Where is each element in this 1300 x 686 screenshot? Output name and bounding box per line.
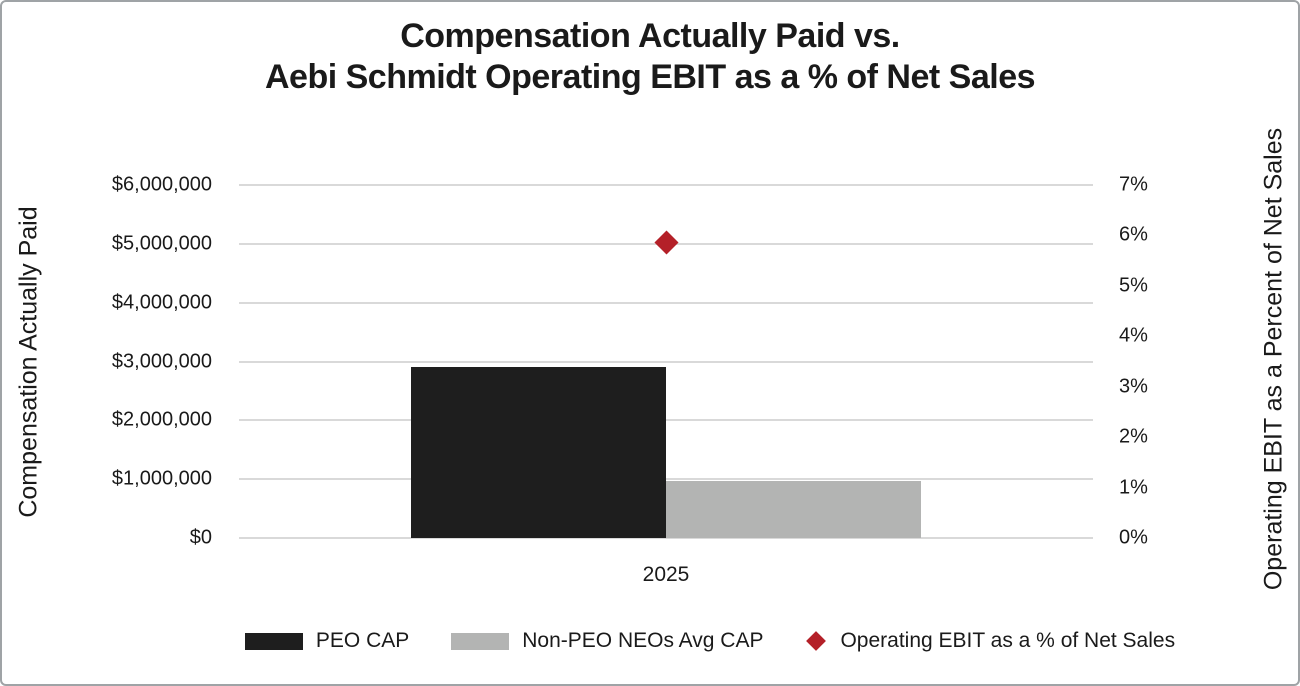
operating-ebit-diamond-marker (653, 230, 679, 256)
right-axis-tick-label: 1% (1119, 476, 1148, 499)
legend-label-operating-ebit: Operating EBIT as a % of Net Sales (840, 629, 1176, 652)
right-axis-tick-label: 5% (1119, 274, 1148, 297)
right-axis-title: Operating EBIT as a Percent of Net Sales (1259, 127, 1288, 591)
non-peo-neos-avg-cap-swatch (451, 632, 510, 650)
chart-title-line1: Compensation Actually Paid vs. (400, 17, 900, 55)
right-axis-tick-label: 7% (1119, 173, 1148, 196)
left-axis-tick-label: $6,000,000 (111, 173, 212, 196)
left-axis-tick-label: $3,000,000 (111, 350, 212, 372)
y-gridline (239, 301, 1093, 304)
chart-title: Compensation Actually Paid vs. Aebi Schm… (2, 16, 1298, 98)
right-axis-tick-label: 2% (1119, 425, 1148, 448)
y-gridline (239, 419, 1093, 422)
peo-cap-swatch (244, 632, 303, 650)
y-gridline (239, 184, 1093, 186)
right-axis-tick-label: 4% (1119, 324, 1148, 347)
left-axis-title: Compensation Actually Paid (14, 206, 43, 518)
legend-item-operating-ebit: Operating EBIT as a % of Net Sales (805, 629, 1175, 653)
diamond-icon (805, 630, 827, 652)
y-gridline (239, 360, 1093, 363)
left-axis-tick-label: $5,000,000 (111, 232, 212, 255)
legend-label-non-peo-neos-avg-cap: Non-PEO NEOs Avg CAP (522, 629, 764, 652)
left-axis-tick-label: $1,000,000 (111, 467, 212, 490)
legend-item-peo-cap: PEO CAP (244, 629, 410, 653)
left-axis-tick-label: $0 (189, 526, 212, 549)
y-gridline (239, 537, 1093, 539)
left-axis-tick-label: $4,000,000 (111, 291, 212, 314)
peo-cap-bar (411, 367, 666, 538)
x-axis-tick-label-2025: 2025 (642, 563, 690, 586)
right-axis-tick-label: 6% (1119, 223, 1148, 246)
non-peo-neos-avg-cap-bar (666, 480, 921, 538)
chart-title-line2: Aebi Schmidt Operating EBIT as a % of Ne… (264, 58, 1036, 96)
left-axis-tick-label: $2,000,000 (111, 408, 212, 431)
legend-item-non-peo-neos-avg-cap: Non-PEO NEOs Avg CAP (451, 629, 763, 653)
legend: PEO CAP Non-PEO NEOs Avg CAP Operating E… (122, 626, 1298, 656)
y-gridline (239, 478, 1093, 481)
legend-label-peo-cap: PEO CAP (315, 629, 410, 652)
right-axis-tick-label: 0% (1119, 526, 1148, 549)
right-axis-tick-label: 3% (1119, 375, 1148, 398)
